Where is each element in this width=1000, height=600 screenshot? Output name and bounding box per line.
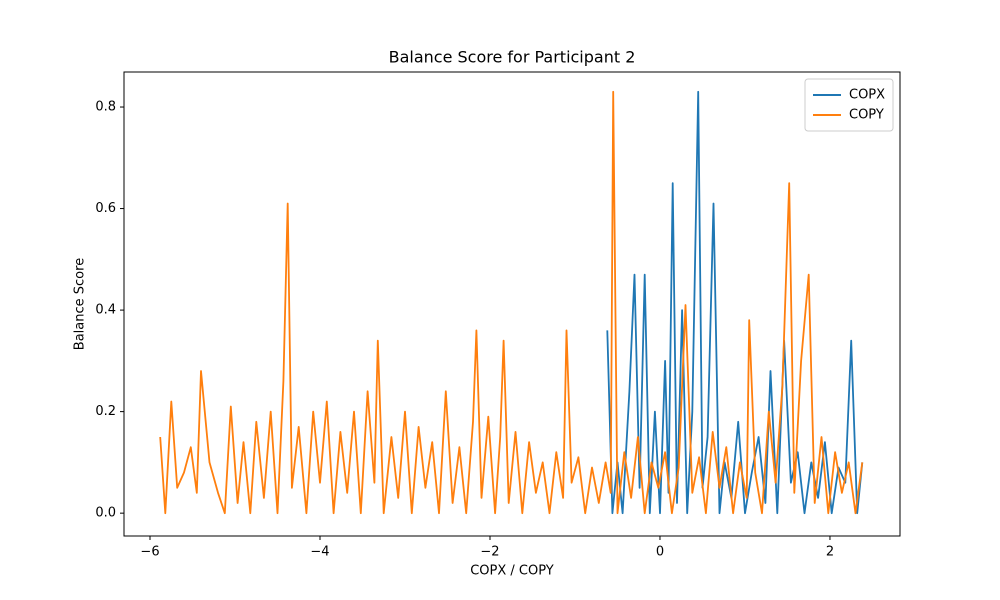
legend-box xyxy=(804,78,894,132)
y-tick-label: 0.0 xyxy=(95,506,116,521)
chart-title: Balance Score for Participant 2 xyxy=(389,48,636,67)
series-line xyxy=(606,90,864,515)
x-tick-label: −6 xyxy=(140,545,159,560)
x-tick-label: −4 xyxy=(310,545,329,560)
x-axis-label: COPX / COPY xyxy=(470,564,554,579)
legend-label: COPX xyxy=(849,88,885,103)
plot-frame xyxy=(123,71,901,537)
y-tick-label: 0.4 xyxy=(95,303,116,318)
y-axis-label: Balance Score xyxy=(73,258,88,350)
x-tick-label: 0 xyxy=(656,545,664,560)
x-tick-label: −2 xyxy=(480,545,499,560)
series-line xyxy=(159,90,864,515)
y-tick-label: 0.6 xyxy=(95,201,116,216)
y-tick-label: 0.8 xyxy=(95,100,116,115)
y-tick-label: 0.2 xyxy=(95,404,116,419)
legend-label: COPY xyxy=(849,108,884,123)
x-tick-label: 2 xyxy=(826,545,834,560)
